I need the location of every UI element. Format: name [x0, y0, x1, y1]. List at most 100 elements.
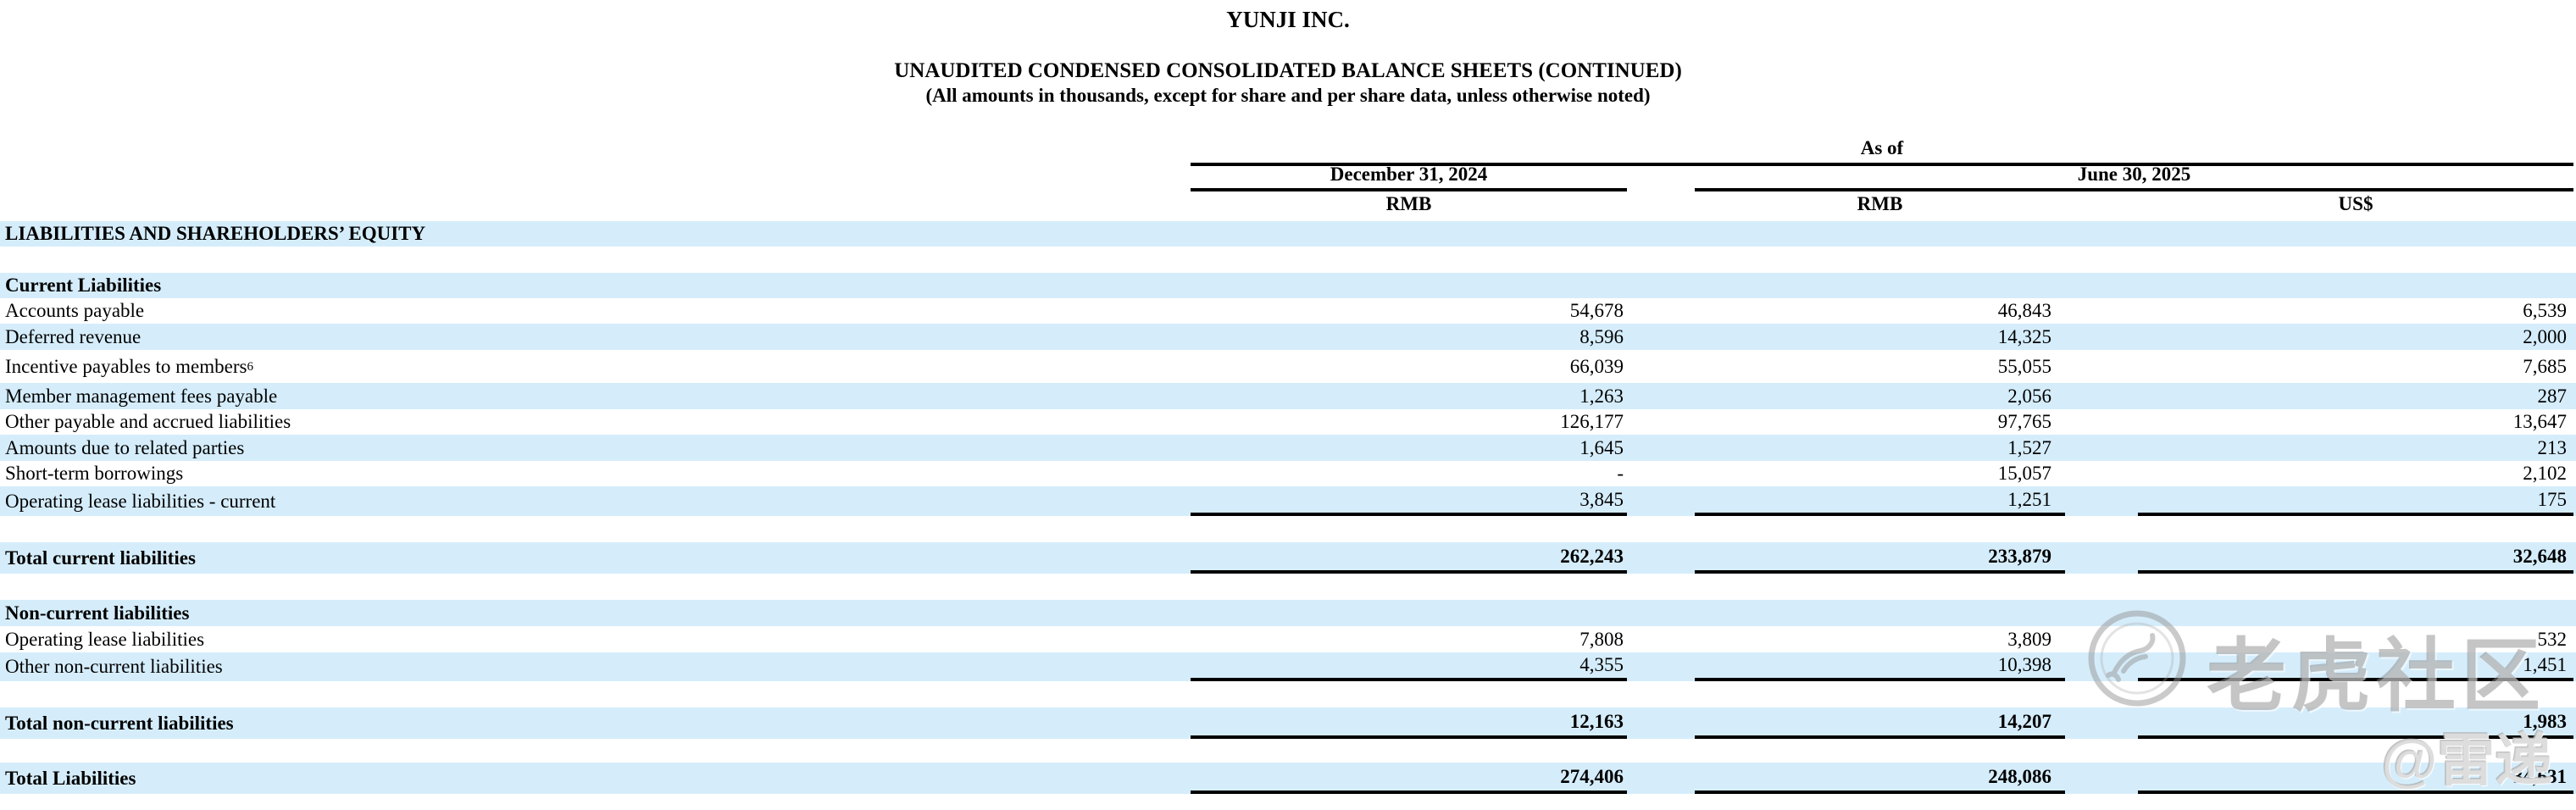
column-gap: [2065, 273, 2138, 298]
value-cell: [2138, 273, 2573, 298]
value-cell: 532: [2537, 628, 2568, 650]
value-cell: 54,678: [1569, 300, 1624, 321]
column-gap: [2065, 435, 2138, 461]
value-cell: 1,451: [2138, 652, 2573, 681]
value-cell: [1191, 221, 1627, 247]
document-subtitle: (All amounts in thousands, except for sh…: [925, 85, 1651, 106]
column-gap: [1627, 383, 1695, 409]
value-cell: 4,355: [1191, 652, 1627, 681]
value-cell: [1695, 273, 2065, 298]
column-gap: [2065, 324, 2138, 350]
column-gap: [2065, 542, 2138, 574]
company-name: YUNJI INC.: [1226, 7, 1350, 32]
item-row: Incentive payables to members 6 66,039 55,0…: [0, 350, 2576, 383]
value-cell: [1191, 273, 1627, 298]
item-row: Operating lease liabilities 7,808 3,809 532: [0, 626, 2576, 652]
value-cell: 97,765: [1997, 411, 2051, 432]
value-cell: [1695, 221, 2065, 247]
total-row: Total non-current liabilities 12,163 14,20…: [0, 707, 2576, 739]
column-gap: [2065, 221, 2138, 247]
label-column-spacer: [0, 139, 1191, 166]
value-cell: 3,845: [1191, 486, 1627, 516]
column-gap: [2065, 409, 2138, 435]
column-gap: [1627, 626, 1695, 652]
row-label: Non-current liabilities: [5, 602, 190, 624]
row-label: Incentive payables to members 6: [5, 355, 253, 377]
section-row: LIABILITIES AND SHAREHOLDERS’ EQUITY: [0, 221, 2576, 247]
column-gap: [2065, 626, 2138, 652]
value-cell: 13,647: [2512, 411, 2567, 432]
column-gap: [2065, 191, 2138, 217]
value-cell: 15,057: [1997, 463, 2051, 484]
value-cell: 287: [2537, 385, 2568, 407]
value-cell: -: [1617, 463, 1624, 484]
row-label: Current Liabilities: [5, 275, 162, 296]
value-cell: 175: [2138, 486, 2573, 516]
currency-header-col1: RMB: [1385, 193, 1432, 214]
spacer-row: [0, 247, 2576, 273]
value-cell: 262,243: [1191, 542, 1627, 574]
label-column-spacer: [0, 191, 1191, 217]
column-gap: [2065, 298, 2138, 324]
column-gap: [1627, 461, 1695, 486]
total-row: Total Liabilities 274,406 248,086 34,631: [0, 763, 2576, 794]
value-cell: [1191, 600, 1627, 626]
row-label: Total current liabilities: [5, 546, 196, 569]
column-gap: [1627, 409, 1695, 435]
as-of-label: As of: [1191, 137, 2573, 166]
row-label: Short-term borrowings: [5, 463, 184, 484]
value-cell: 1,983: [2138, 707, 2573, 739]
balance-sheet-table: LIABILITIES AND SHAREHOLDERS’ EQUITY Curr…: [0, 221, 2576, 794]
as-of-row: As of: [0, 137, 2576, 166]
column-gap: [2065, 600, 2138, 626]
spacer-row: [0, 739, 2576, 763]
period-1-header: December 31, 2024: [1191, 164, 1627, 191]
row-label: Other payable and accrued liabilities: [5, 411, 291, 432]
column-gap: [2065, 763, 2138, 794]
column-gap: [2065, 383, 2138, 409]
column-gap: [1627, 435, 1695, 461]
spacer-row: [0, 681, 2576, 707]
value-cell: 1,251: [1695, 486, 2065, 516]
value-cell: 274,406: [1191, 763, 1627, 794]
value-cell: 32,648: [2138, 542, 2573, 574]
currency-header-col3: US$: [2338, 193, 2373, 214]
row-label: Deferred revenue: [5, 325, 142, 347]
value-cell: 7,685: [2523, 355, 2567, 377]
column-gap: [1627, 600, 1695, 626]
column-gap: [1627, 652, 1695, 681]
currency-header-row: RMB RMB US$: [0, 191, 2576, 217]
column-gap: [1627, 166, 1695, 191]
total-row: Total current liabilities 262,243 233,879 3…: [0, 542, 2576, 574]
spacer-row: [0, 574, 2576, 600]
value-cell: 1,263: [1579, 385, 1624, 407]
column-headers: As of December 31, 2024 June 30, 2025 RM…: [0, 137, 2576, 217]
column-gap: [1627, 542, 1695, 574]
item-row: Deferred revenue 8,596 14,325 2,000: [0, 324, 2576, 350]
value-cell: [2138, 600, 2573, 626]
row-label: Operating lease liabilities - current: [5, 490, 276, 512]
value-cell: 6,539: [2523, 300, 2567, 321]
value-cell: 12,163: [1191, 707, 1627, 739]
item-row: Other non-current liabilities 4,355 10,398…: [0, 652, 2576, 681]
value-cell: 46,843: [1997, 300, 2051, 321]
column-gap: [1627, 763, 1695, 794]
period-header-row: December 31, 2024 June 30, 2025: [0, 164, 2576, 191]
row-label: Amounts due to related parties: [5, 436, 245, 458]
value-cell: 8,596: [1579, 325, 1624, 347]
section-row: Non-current liabilities: [0, 600, 2576, 626]
item-row: Short-term borrowings - 15,057 2,102: [0, 461, 2576, 486]
value-cell: 10,398: [1695, 652, 2065, 681]
value-cell: 7,808: [1579, 628, 1624, 650]
item-row: Amounts due to related parties 1,645 1,527…: [0, 435, 2576, 461]
row-label: Accounts payable: [5, 300, 145, 321]
document-title: UNAUDITED CONDENSED CONSOLIDATED BALANCE…: [894, 59, 1682, 82]
item-row: Member management fees payable 1,263 2,056…: [0, 383, 2576, 409]
column-gap: [1627, 324, 1695, 350]
column-gap: [1627, 273, 1695, 298]
value-cell: [1695, 600, 2065, 626]
value-cell: 55,055: [1997, 355, 2051, 377]
row-label: Other non-current liabilities: [5, 656, 223, 677]
item-row: Other payable and accrued liabilities 126…: [0, 409, 2576, 435]
